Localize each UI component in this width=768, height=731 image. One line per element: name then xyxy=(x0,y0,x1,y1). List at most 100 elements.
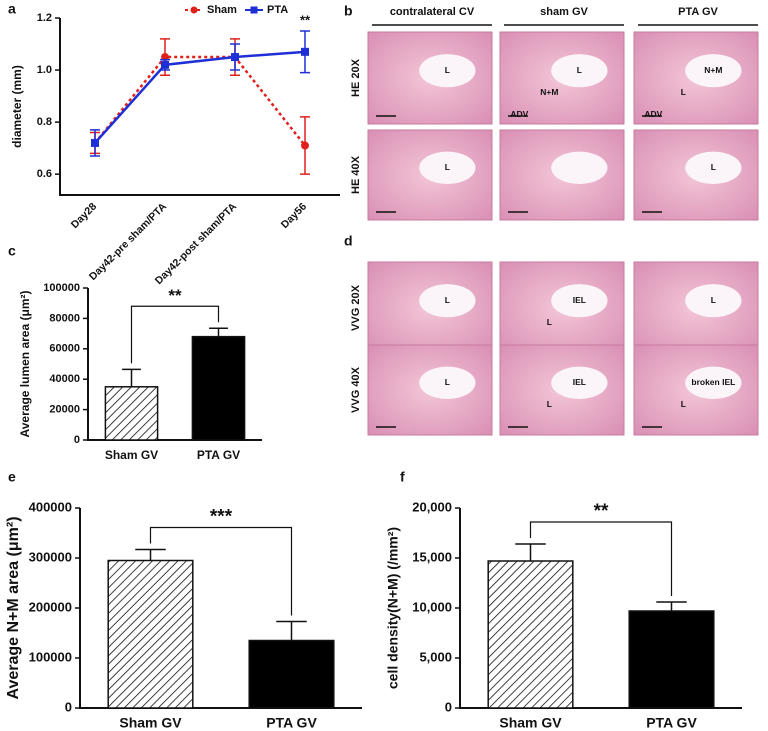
y-tick-label: 200000 xyxy=(29,599,72,614)
y-tick-label: 100000 xyxy=(29,649,72,664)
x-tick-label: Day42-pre sham/PTA xyxy=(87,200,170,283)
lumen xyxy=(551,366,608,399)
row-label: HE 20X xyxy=(350,58,362,97)
image-annotation: L xyxy=(445,295,450,305)
significance: ** xyxy=(594,501,609,522)
image-annotation: L xyxy=(681,399,686,409)
y-axis-label: cell density(N+M) (/mm²) xyxy=(385,527,401,689)
lumen xyxy=(419,284,476,318)
significance-bracket xyxy=(529,521,673,596)
error-bar xyxy=(135,548,166,561)
y-tick-label: 40000 xyxy=(49,373,80,385)
y-tick-label: 400000 xyxy=(29,499,72,514)
lumen xyxy=(419,151,476,184)
row-label: VVG 40X xyxy=(350,366,362,413)
y-tick-label: 5,000 xyxy=(419,649,452,664)
y-axis-label: Average lumen area (μm²) xyxy=(18,291,32,438)
x-tick-label: PTA GV xyxy=(646,715,697,731)
y-tick-label: 10,000 xyxy=(412,599,452,614)
y-axis-label: diameter (mm) xyxy=(10,65,24,148)
y-tick-label: 0 xyxy=(74,434,80,446)
legend-label: Sham xyxy=(207,4,237,16)
panel-label: f xyxy=(400,469,405,485)
bar xyxy=(107,559,194,709)
image-annotation: L xyxy=(711,162,716,172)
lumen xyxy=(419,366,476,399)
image-annotation: ADV xyxy=(510,109,528,119)
significance-bracket xyxy=(149,526,293,616)
lumen xyxy=(551,54,608,88)
image-annotation: L xyxy=(445,162,450,172)
y-tick-label: 100000 xyxy=(43,282,80,294)
image-annotation: N+M xyxy=(540,87,558,97)
panel-label: e xyxy=(8,469,16,485)
row-label: HE 40X xyxy=(350,155,362,194)
axes xyxy=(59,18,340,196)
panel-label: c xyxy=(8,243,16,259)
legend-marker xyxy=(190,6,198,14)
error-bar xyxy=(122,368,141,387)
column-header: sham GV xyxy=(540,6,588,18)
image-annotation: L xyxy=(445,377,450,387)
column-header: PTA GV xyxy=(678,6,718,18)
lumen xyxy=(551,284,608,318)
y-tick-label: 0 xyxy=(65,699,72,714)
y-tick-label: 0.6 xyxy=(37,168,52,180)
y-axis-label: Average N+M area (μm²) xyxy=(5,516,22,699)
panel-label: b xyxy=(344,3,353,19)
y-tick-label: 1.0 xyxy=(37,64,52,76)
panel-label: d xyxy=(344,233,353,249)
series-line xyxy=(94,50,306,144)
y-tick-label: 0.8 xyxy=(37,116,52,128)
lumen xyxy=(551,151,608,184)
bar xyxy=(104,386,159,441)
lumen xyxy=(685,366,742,399)
point xyxy=(161,60,169,69)
image-annotation: L xyxy=(445,65,450,75)
point xyxy=(301,47,309,56)
y-tick-label: 80000 xyxy=(49,312,80,324)
bar xyxy=(191,335,246,441)
image-annotation: L xyxy=(577,65,582,75)
point xyxy=(301,141,309,150)
bar xyxy=(628,610,715,709)
x-tick-label: PTA GV xyxy=(197,448,240,462)
bar xyxy=(487,560,574,709)
error-bar xyxy=(656,601,687,611)
image-annotation: L xyxy=(681,87,686,97)
lumen xyxy=(419,54,476,88)
x-tick-label: Day28 xyxy=(69,200,99,230)
image-annotation: L xyxy=(547,399,552,409)
point xyxy=(91,138,99,147)
image-annotation: L xyxy=(711,295,716,305)
annotation: ** xyxy=(300,12,311,27)
image-annotation: N+M xyxy=(704,65,722,75)
x-tick-label: Sham GV xyxy=(105,448,158,462)
legend-label: PTA xyxy=(267,4,288,16)
lumen xyxy=(685,151,742,184)
row-label: VVG 20X xyxy=(350,284,362,331)
significance: *** xyxy=(210,507,233,528)
x-tick-label: PTA GV xyxy=(266,715,317,731)
image-annotation: IEL xyxy=(573,377,586,387)
legend-marker xyxy=(250,6,258,14)
column-header: contralateral CV xyxy=(390,6,475,18)
significance-bracket xyxy=(130,305,220,364)
image-annotation: L xyxy=(547,317,552,327)
error-bar xyxy=(515,543,546,561)
image-annotation: IEL xyxy=(573,295,586,305)
y-tick-label: 15,000 xyxy=(412,549,452,564)
lumen xyxy=(685,284,742,318)
x-tick-label: Sham GV xyxy=(119,715,182,731)
x-tick-label: Sham GV xyxy=(499,715,562,731)
point xyxy=(231,53,239,62)
y-tick-label: 1.2 xyxy=(37,12,52,24)
panel-label: a xyxy=(8,1,16,17)
lumen xyxy=(685,54,742,88)
y-tick-label: 60000 xyxy=(49,343,80,355)
bar xyxy=(248,639,335,709)
significance: ** xyxy=(168,286,182,305)
image-annotation: broken IEL xyxy=(691,377,735,387)
y-tick-label: 20,000 xyxy=(412,499,452,514)
error-bar xyxy=(209,327,228,337)
